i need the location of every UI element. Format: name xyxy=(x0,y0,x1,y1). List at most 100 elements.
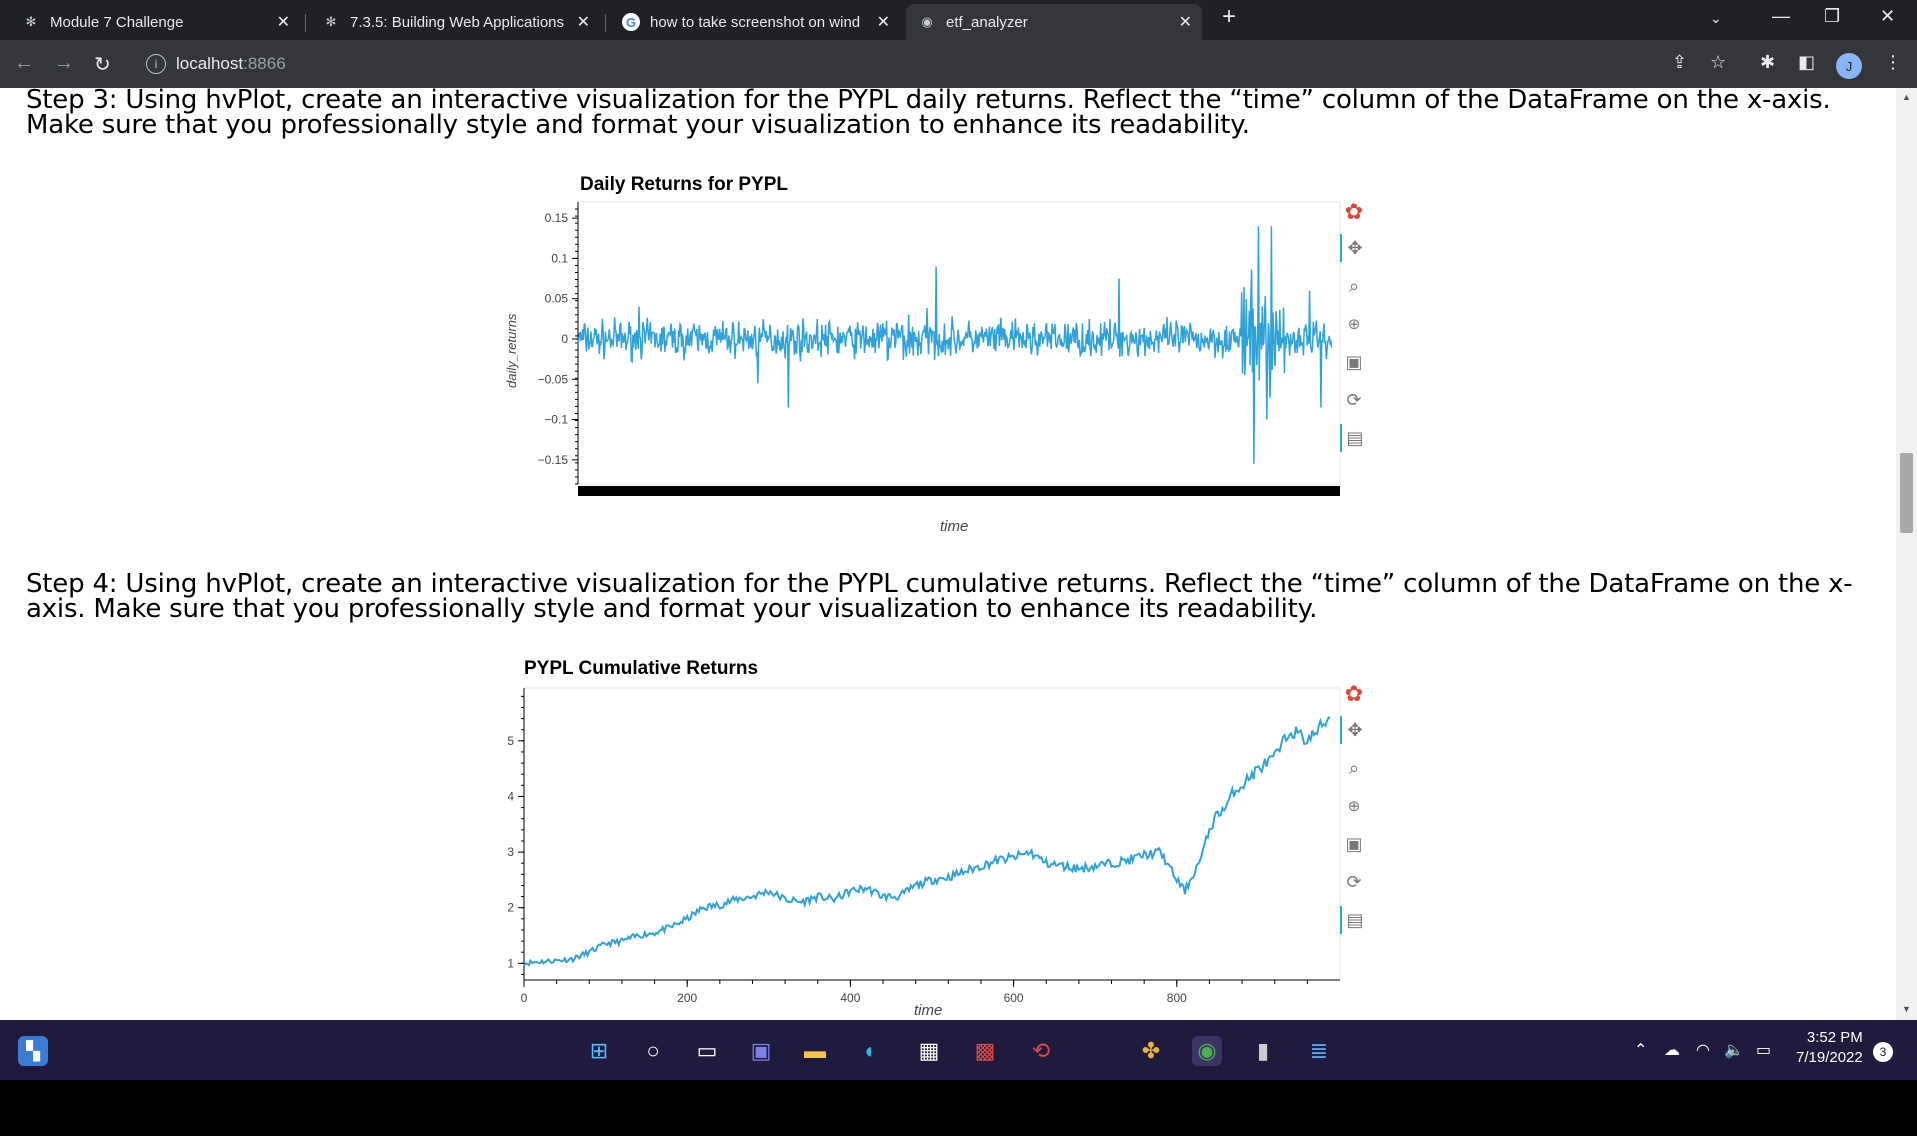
reload-button[interactable]: ↻ xyxy=(94,54,111,76)
x-tick-label: 600 xyxy=(1004,991,1024,1005)
notepad-icon[interactable]: ≣ xyxy=(1309,1038,1329,1063)
close-tab-icon[interactable]: ✕ xyxy=(576,14,590,31)
canvas-icon: ✻ xyxy=(25,14,37,29)
minimize-button[interactable]: — xyxy=(1772,6,1790,26)
close-tab-icon[interactable]: ✕ xyxy=(1178,14,1192,31)
chrome-menu-icon[interactable]: ⋮ xyxy=(1884,52,1902,72)
y-tick-label: −0.1 xyxy=(544,413,568,427)
cumulative-returns-line xyxy=(523,716,1331,967)
daily-returns-chart[interactable]: 0.15 0.1 0.05 0 −0.05 −0.1 −0.15 xyxy=(490,198,1370,498)
close-tab-icon[interactable]: ✕ xyxy=(876,14,890,31)
url-port: :8866 xyxy=(243,54,286,73)
windows-taskbar: ▚ ⊞ ○ ▭ ▣ ▬ ◐ ▦ ▩ ⟲ ✤ ◉ ▮ ≣ ⌃ ☁ ◠ 🔈 ▭ xyxy=(0,1020,1917,1080)
tab-module-7-challenge[interactable]: ✻ Module 7 Challenge ✕ xyxy=(10,4,300,40)
chart-title: PYPL Cumulative Returns xyxy=(524,658,759,679)
y-axis-label: daily_returns xyxy=(504,313,519,388)
battery-icon[interactable]: ▭ xyxy=(1756,1042,1772,1059)
tray-overflow-chevron-icon[interactable]: ⌃ xyxy=(1634,1042,1648,1059)
step-4-text: Step 4: Using hvPlot, create an interact… xyxy=(26,569,1853,624)
profile-avatar[interactable]: J xyxy=(1836,53,1862,79)
chrome-icon[interactable]: ◉ xyxy=(1192,1036,1222,1066)
scroll-up-arrow-icon[interactable]: ▲ xyxy=(1902,92,1911,102)
x-axis-label: time xyxy=(914,1002,943,1019)
globe-icon: ◉ xyxy=(921,14,933,29)
page-scrollbar[interactable]: ▲ ▼ xyxy=(1896,88,1917,1020)
hover-tool-icon[interactable]: ▤ xyxy=(1340,906,1368,934)
canvas-icon: ✻ xyxy=(325,14,337,29)
app-icon[interactable]: ▩ xyxy=(974,1038,996,1063)
reset-tool-icon[interactable]: ⟳ xyxy=(1346,871,1362,892)
volume-icon[interactable]: 🔈 xyxy=(1724,1042,1744,1059)
wheel-zoom-tool-icon[interactable]: ⊕ xyxy=(1347,798,1361,815)
side-panel-icon[interactable]: ◧ xyxy=(1798,52,1816,72)
cumulative-returns-chart[interactable]: 5 4 3 2 1 0 200 400 600 800 xyxy=(470,680,1350,1010)
back-button[interactable]: ← xyxy=(14,52,34,74)
wifi-icon[interactable]: ◠ xyxy=(1696,1042,1710,1059)
widgets-icon[interactable]: ▚ xyxy=(18,1036,48,1066)
bookmark-star-icon[interactable]: ☆ xyxy=(1710,52,1727,72)
bokeh-logo-icon[interactable]: ✿ xyxy=(1344,199,1364,224)
save-tool-icon[interactable]: ▣ xyxy=(1345,833,1363,854)
system-clock[interactable]: 3:52 PM 7/19/2022 xyxy=(1796,1028,1863,1068)
x-axis-label: time xyxy=(940,518,969,535)
save-tool-icon[interactable]: ▣ xyxy=(1345,351,1363,372)
sync-app-icon[interactable]: ⟲ xyxy=(1031,1038,1051,1063)
browser-toolbar: ← → ↻ i localhost:8866 ⇪ ☆ ✱ ◧ ⋮ xyxy=(0,40,1917,88)
y-tick-label: 0.15 xyxy=(545,211,569,225)
y-tick-label: 1 xyxy=(507,956,514,970)
box-zoom-tool-icon[interactable]: ⌕ xyxy=(1348,757,1360,778)
wheel-zoom-tool-icon[interactable]: ⊕ xyxy=(1347,316,1361,333)
hover-tool-icon[interactable]: ▤ xyxy=(1340,424,1368,452)
step-3-text: Step 3: Using hvPlot, create an interact… xyxy=(26,88,1831,140)
x-tick-label: 200 xyxy=(677,991,697,1005)
task-view-icon[interactable]: ▭ xyxy=(696,1038,718,1063)
microsoft-store-icon[interactable]: ▦ xyxy=(918,1038,940,1063)
bokeh-logo-icon[interactable]: ✿ xyxy=(1344,681,1364,706)
onedrive-cloud-icon[interactable]: ☁ xyxy=(1664,1042,1680,1059)
y-tick-label: 2 xyxy=(507,901,514,915)
y-tick-label: 4 xyxy=(507,789,514,803)
site-info-icon[interactable]: i xyxy=(146,54,166,74)
restore-button[interactable]: ❐ xyxy=(1824,6,1841,26)
tab-search-chevron-icon[interactable]: ⌄ xyxy=(1710,10,1722,26)
tab-separator xyxy=(605,14,606,32)
terminal-icon[interactable]: ▮ xyxy=(1256,1038,1270,1063)
tab-etf-analyzer[interactable]: ◉ etf_analyzer ✕ xyxy=(906,4,1202,40)
file-explorer-icon[interactable]: ▬ xyxy=(804,1038,826,1063)
x-tick-label: 0 xyxy=(521,991,528,1005)
forward-button[interactable]: → xyxy=(54,52,74,74)
x-tick-label: 800 xyxy=(1167,991,1187,1005)
extensions-icon[interactable]: ✱ xyxy=(1760,52,1776,72)
start-menu-icon[interactable]: ⊞ xyxy=(589,1038,609,1063)
y-tick-label: −0.05 xyxy=(538,372,569,386)
search-icon[interactable]: ○ xyxy=(646,1038,660,1063)
teams-chat-icon[interactable]: ▣ xyxy=(750,1038,772,1063)
pan-tool-icon[interactable]: ✥ xyxy=(1340,716,1368,744)
close-tab-icon[interactable]: ✕ xyxy=(276,14,290,31)
x-tick-label: 400 xyxy=(840,991,860,1005)
y-tick-label: 0.1 xyxy=(551,251,568,265)
x-axis-tick-band xyxy=(578,486,1340,496)
page-content: Step 3: Using hvPlot, create an interact… xyxy=(0,88,1896,1020)
tab-google-search[interactable]: G how to take screenshot on windo ✕ xyxy=(610,4,900,40)
daily-returns-line xyxy=(577,226,1333,464)
notification-badge[interactable]: 3 xyxy=(1873,1042,1893,1062)
y-tick-label: 3 xyxy=(507,845,514,859)
box-zoom-tool-icon[interactable]: ⌕ xyxy=(1348,275,1360,296)
scrollbar-thumb[interactable] xyxy=(1900,453,1913,533)
clock-time: 3:52 PM xyxy=(1806,1029,1863,1046)
address-bar[interactable]: i localhost:8866 xyxy=(136,46,1726,82)
y-tick-label: 0.05 xyxy=(545,292,569,306)
close-window-button[interactable]: ✕ xyxy=(1880,6,1896,26)
scroll-down-arrow-icon[interactable]: ▼ xyxy=(1902,1004,1911,1014)
edge-browser-icon[interactable]: ◐ xyxy=(864,1038,878,1063)
slack-icon[interactable]: ✤ xyxy=(1141,1038,1161,1063)
tab-label: etf_analyzer xyxy=(946,13,1028,31)
tab-building-web-applications[interactable]: ✻ 7.3.5: Building Web Applications ✕ xyxy=(310,4,600,40)
share-icon[interactable]: ⇪ xyxy=(1672,52,1688,72)
browser-tab-strip: ✻ Module 7 Challenge ✕ ✻ 7.3.5: Building… xyxy=(0,0,1917,40)
new-tab-button[interactable]: + xyxy=(1222,3,1237,30)
reset-tool-icon[interactable]: ⟳ xyxy=(1346,389,1362,410)
url-host: localhost xyxy=(176,54,244,73)
pan-tool-icon[interactable]: ✥ xyxy=(1340,234,1368,262)
